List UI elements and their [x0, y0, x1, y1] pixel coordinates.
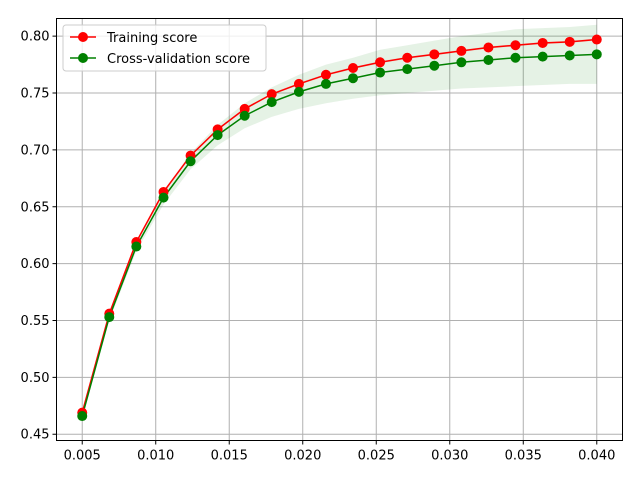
x-tick-label: 0.030 [431, 449, 468, 464]
cross-validation-point [104, 312, 115, 323]
training-point [483, 42, 494, 53]
y-tick-label: 0.70 [21, 143, 50, 158]
cross-validation-point [266, 97, 277, 108]
legend-label-cross-validation: Cross-validation score [107, 52, 250, 67]
training-point [510, 40, 521, 51]
y-tick-label: 0.60 [21, 257, 50, 272]
training-point [320, 69, 331, 80]
x-tick-label: 0.005 [64, 449, 101, 464]
training-point [348, 62, 359, 73]
legend-label-training: Training score [106, 31, 197, 46]
cross-validation-point [212, 130, 223, 141]
legend-marker-cross-validation [78, 53, 88, 63]
training-point [402, 52, 413, 63]
cross-validation-point [293, 86, 304, 97]
cross-validation-point [77, 411, 88, 422]
legend-marker-training [78, 32, 88, 42]
cross-validation-point [320, 78, 331, 89]
training-point [429, 49, 440, 60]
cross-validation-point [375, 67, 386, 78]
cross-validation-point [456, 57, 467, 68]
y-tick-label: 0.45 [21, 428, 50, 443]
cross-validation-point [510, 52, 521, 63]
training-point [375, 57, 386, 68]
x-tick-label: 0.025 [358, 449, 395, 464]
cross-validation-point [239, 110, 250, 121]
legend-box [62, 24, 267, 72]
training-point [564, 36, 575, 47]
x-tick-label: 0.035 [505, 449, 542, 464]
cross-validation-point [158, 192, 169, 203]
x-tick-label: 0.020 [284, 449, 321, 464]
cross-validation-point [591, 49, 602, 60]
cross-validation-point [537, 51, 548, 62]
training-point [456, 45, 467, 56]
series-markers [77, 34, 602, 422]
cross-validation-point [564, 50, 575, 61]
cross-validation-point [402, 64, 413, 75]
y-tick-label: 0.80 [21, 30, 50, 45]
plot-frame [56, 18, 623, 441]
x-tick-label: 0.010 [137, 449, 174, 464]
grid-lines [56, 18, 623, 441]
x-tick-label: 0.015 [211, 449, 248, 464]
training-point [537, 37, 548, 48]
cross-validation-point [348, 73, 359, 84]
y-tick-label: 0.75 [21, 87, 50, 102]
x-tick-label: 0.040 [578, 449, 615, 464]
y-tick-label: 0.55 [21, 314, 50, 329]
cross-validation-point [131, 241, 142, 252]
cross-validation-band [82, 24, 597, 419]
y-tick-label: 0.65 [21, 200, 50, 215]
cross-validation-point [429, 60, 440, 71]
cross-validation-point [483, 55, 494, 66]
cross-validation-point [185, 156, 196, 167]
y-tick-label: 0.50 [21, 371, 50, 386]
legend: Training score Cross-validation score [62, 24, 267, 72]
score-bands [82, 24, 597, 419]
axis-ticks: 0.005 0.010 0.015 0.020 0.025 0.030 0.035 0.040… [21, 30, 616, 464]
training-point [591, 34, 602, 45]
